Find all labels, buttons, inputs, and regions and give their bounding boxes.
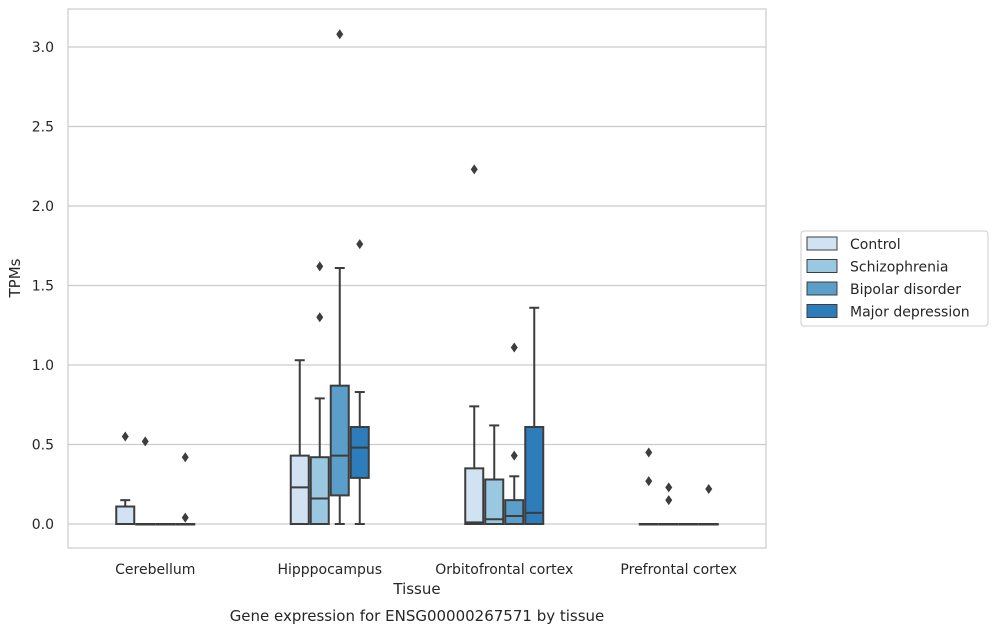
- box: [115, 431, 136, 526]
- series-bipolar-disorder: [155, 29, 699, 526]
- box-body: [309, 456, 330, 525]
- x-tick-label: Orbitofrontal cortex: [435, 562, 573, 578]
- outlier-point: [665, 495, 673, 506]
- y-tick-label: 2.0: [32, 199, 54, 215]
- box: [135, 436, 156, 526]
- outlier-point: [181, 452, 189, 463]
- box: [504, 342, 525, 525]
- legend: Control Schizophrenia Bipolar disorder Majo…: [800, 230, 989, 327]
- box-body: [484, 478, 505, 526]
- x-tick-label: Hipppocampus: [277, 562, 382, 578]
- legend-frame: [800, 230, 989, 327]
- outlier-point: [316, 261, 324, 272]
- gridlines: [68, 46, 766, 525]
- y-axis-label: TPMs: [6, 258, 24, 298]
- box: [464, 164, 485, 526]
- box: [484, 424, 505, 526]
- box-body: [524, 426, 545, 526]
- outlier-point: [510, 450, 518, 461]
- box: [289, 359, 310, 526]
- box: [155, 523, 176, 526]
- outlier-point: [510, 342, 518, 353]
- outlier-point: [181, 512, 189, 523]
- chart-caption: Gene expression for ENSG00000267571 by t…: [230, 607, 605, 625]
- y-tick-label: 2.5: [32, 120, 54, 136]
- box-body: [349, 426, 370, 479]
- box: [698, 484, 719, 526]
- outlier-point: [645, 476, 653, 487]
- series-control: [115, 164, 659, 526]
- legend-swatch: [806, 259, 838, 273]
- legend-label: Schizophrenia: [850, 260, 948, 276]
- plot-frame: [67, 8, 767, 549]
- box: [175, 452, 196, 526]
- legend-label: Major depression: [850, 305, 970, 321]
- y-tick-label: 3.0: [32, 40, 54, 56]
- box: [678, 523, 699, 526]
- box-body: [464, 467, 485, 526]
- x-tick-labels: Cerebellum Hipppocampus Orbitofrontal cort…: [115, 562, 737, 578]
- outlier-point: [141, 436, 149, 447]
- outlier-point: [336, 29, 344, 40]
- legend-label: Control: [850, 237, 901, 253]
- series-schizophrenia: [135, 261, 679, 526]
- box: [329, 29, 350, 525]
- outlier-point: [121, 431, 129, 442]
- legend-swatch: [806, 236, 838, 251]
- legend-swatch: [806, 304, 838, 318]
- box: [524, 306, 545, 526]
- y-tick-label: 1.0: [32, 358, 54, 374]
- outlier-point: [316, 312, 324, 323]
- outlier-point: [665, 482, 673, 493]
- outlier-point: [356, 239, 364, 250]
- box-body: [329, 384, 350, 497]
- y-tick-label: 0.5: [32, 438, 54, 454]
- series-major-depression: [175, 239, 719, 526]
- y-tick-label: 1.5: [32, 279, 54, 295]
- box-series: [115, 29, 719, 526]
- outlier-point: [705, 484, 713, 495]
- box-body: [289, 454, 310, 526]
- x-tick-label: Cerebellum: [115, 562, 195, 578]
- box: [638, 447, 659, 526]
- box: [349, 239, 370, 525]
- box: [658, 482, 679, 526]
- y-tick-labels: 0.0 0.5 1.0 1.5 2.0 2.5 3.0: [32, 40, 54, 533]
- box-body: [115, 505, 136, 526]
- y-tick-label: 0.0: [32, 517, 54, 533]
- outlier-point: [470, 164, 478, 175]
- outlier-point: [645, 447, 653, 458]
- box: [309, 261, 330, 525]
- x-axis-label: Tissue: [392, 580, 440, 598]
- x-tick-label: Prefrontal cortex: [620, 562, 737, 578]
- box-body: [504, 499, 525, 525]
- legend-label: Bipolar disorder: [850, 282, 961, 298]
- legend-swatch: [806, 281, 838, 296]
